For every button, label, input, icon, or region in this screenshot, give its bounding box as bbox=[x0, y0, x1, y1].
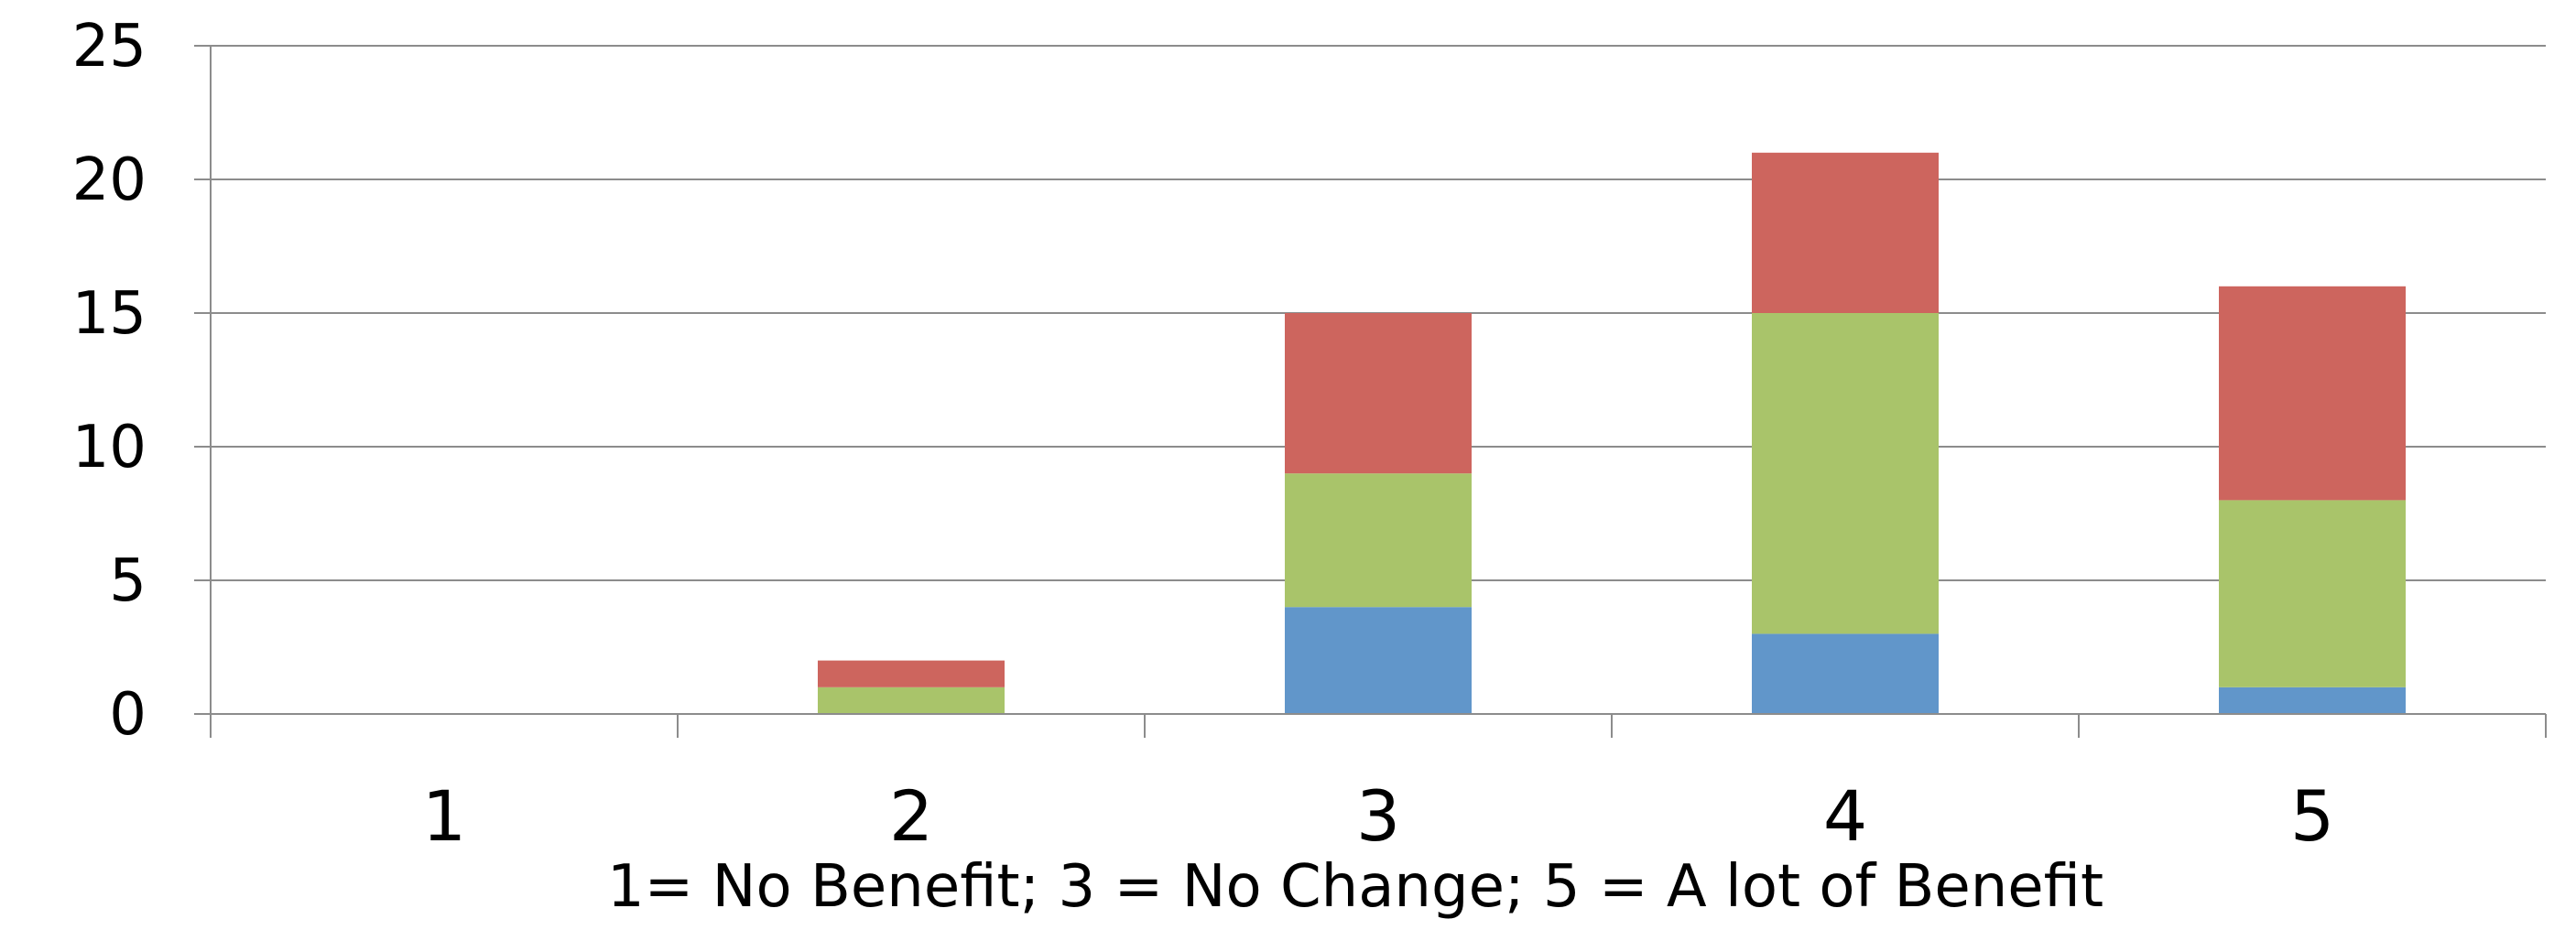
bar-segment bbox=[1752, 633, 1939, 714]
axes bbox=[194, 45, 2547, 738]
x-tick-label: 5 bbox=[2290, 775, 2334, 857]
y-tick-labels: 0 5 10 15 20 25 bbox=[72, 13, 147, 749]
y-tick-label: 5 bbox=[109, 547, 147, 615]
y-tick-label: 20 bbox=[72, 146, 147, 214]
bar-segment bbox=[1752, 152, 1939, 313]
x-axis-title: 1= No Benefit; 3 = No Change; 5 = A lot … bbox=[607, 853, 2103, 921]
bar-segment bbox=[818, 687, 1005, 714]
bar-segment bbox=[2219, 687, 2406, 714]
x-tick-label: 3 bbox=[1356, 775, 1400, 857]
y-tick-label: 15 bbox=[72, 280, 147, 348]
x-tick-label: 1 bbox=[422, 775, 466, 857]
bar-segment bbox=[2219, 286, 2406, 501]
bar-segment bbox=[818, 660, 1005, 687]
y-tick-label: 25 bbox=[72, 13, 147, 81]
bar-segment bbox=[2219, 500, 2406, 687]
bar-segment bbox=[1752, 313, 1939, 634]
y-tick-label: 10 bbox=[72, 414, 147, 481]
x-tick-label: 4 bbox=[1823, 775, 1867, 857]
y-tick-label: 0 bbox=[109, 681, 147, 749]
bar-segment bbox=[1285, 607, 1472, 714]
x-tick-label: 2 bbox=[889, 775, 933, 857]
bars bbox=[818, 152, 2406, 714]
bar-segment bbox=[1285, 313, 1472, 474]
bar-segment bbox=[1285, 473, 1472, 608]
x-tick-labels: 1 2 3 4 5 bbox=[422, 775, 2334, 857]
